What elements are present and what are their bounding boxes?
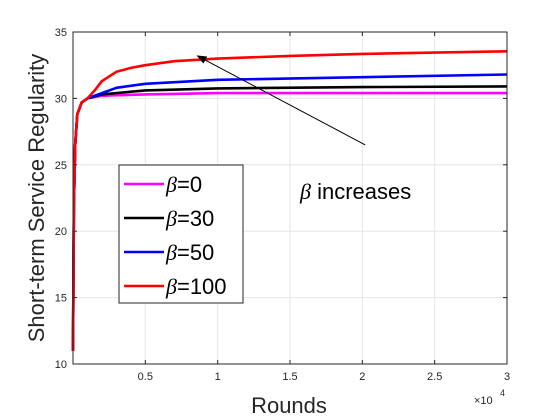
y-tick-label: 10 — [55, 359, 67, 371]
y-tick-label: 25 — [55, 160, 67, 172]
legend-beta: β — [165, 240, 177, 265]
series-line — [71, 50, 508, 351]
x-tick-label: 3 — [504, 371, 510, 383]
x-tick-label: 2 — [359, 371, 365, 383]
y-tick-label: 35 — [55, 27, 67, 39]
legend-value: =100 — [177, 274, 227, 299]
legend-beta: β — [165, 172, 177, 197]
x-axis-exponent: ×10 4 — [474, 388, 505, 407]
legend-value: =0 — [177, 172, 202, 197]
axis-ticks: 0.5 1 1.5 2 2.5 3 10 15 20 25 30 35 — [55, 27, 510, 383]
y-axis-label: Short-term Service Regularity — [24, 54, 49, 343]
annotation-text: β increases — [299, 179, 411, 204]
x-tick-label: 0.5 — [138, 371, 153, 383]
annotation-label: increases — [311, 179, 411, 204]
annotation-arrow — [196, 55, 366, 146]
legend-value: =50 — [177, 240, 214, 265]
legend-beta: β — [165, 274, 177, 299]
y-tick-label: 20 — [55, 226, 67, 238]
x-tick-label: 1 — [215, 371, 221, 383]
annotation: β increases — [196, 55, 411, 204]
legend-box — [118, 164, 244, 304]
legend-entry: β=0 — [165, 172, 202, 197]
x-axis-label: Rounds — [251, 393, 327, 418]
legend-entry: β=30 — [165, 206, 214, 231]
x-tick-label: 1.5 — [282, 371, 297, 383]
annotation-beta: β — [299, 179, 311, 204]
legend-beta: β — [165, 206, 177, 231]
x-exponent-power: 4 — [500, 388, 505, 398]
y-tick-label: 30 — [55, 93, 67, 105]
x-tick-label: 2.5 — [427, 371, 442, 383]
legend-value: =30 — [177, 206, 214, 231]
y-tick-label: 15 — [55, 293, 67, 305]
x-exponent-base: ×10 — [474, 395, 493, 407]
legend-entry: β=100 — [165, 274, 227, 299]
legend: β=0β=30β=50β=100 — [118, 164, 244, 304]
legend-entry: β=50 — [165, 240, 214, 265]
